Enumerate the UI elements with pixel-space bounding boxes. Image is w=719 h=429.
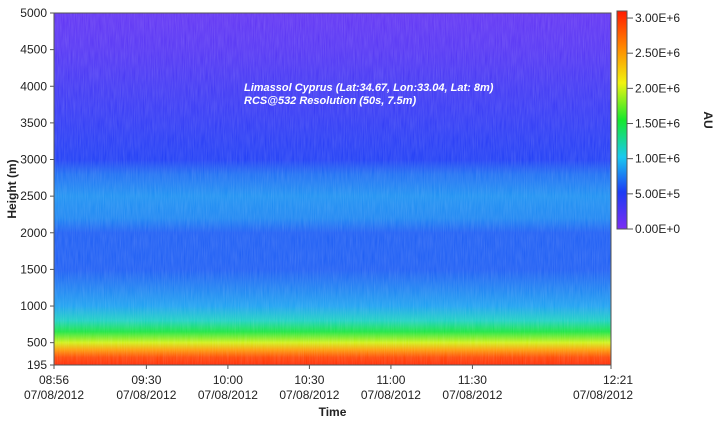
x-tick-time: 10:00	[213, 373, 243, 387]
y-tick-label: 4500	[20, 43, 47, 57]
x-tick-date: 07/08/2012	[573, 388, 633, 402]
x-tick-date: 07/08/2012	[442, 388, 502, 402]
annotation-location: Limassol Cyprus (Lat:34.67, Lon:33.04, L…	[244, 82, 494, 94]
x-tick-time: 10:30	[294, 373, 324, 387]
colorbar-tick-label: 5.00E+5	[635, 187, 680, 201]
colorbar: 3.00E+6 2.50E+6 2.00E+6 1.50E+6 1.00E+6 5.00E…	[616, 10, 715, 236]
annotation-group: Limassol Cyprus (Lat:34.67, Lon:33.04, L…	[244, 82, 494, 107]
y-tick-label: 2500	[20, 189, 47, 203]
colorbar-tick-label: 1.00E+6	[635, 152, 680, 166]
colorbar-tick-label: 3.00E+6	[635, 11, 680, 25]
y-tick-label: 3500	[20, 116, 47, 130]
y-tick-label: 5000	[20, 6, 47, 20]
x-tick-date: 07/08/2012	[279, 388, 339, 402]
heatmap-texture	[54, 13, 611, 365]
x-tick-time: 11:00	[376, 373, 405, 387]
y-tick-label: 1500	[20, 262, 47, 276]
x-tick-date: 07/08/2012	[361, 388, 421, 402]
x-tick-time: 11:30	[458, 373, 487, 387]
x-axis-title: Time	[319, 405, 347, 419]
colorbar-tick-label: 2.00E+6	[635, 81, 680, 95]
plot-area	[53, 12, 612, 366]
x-tick-date: 07/08/2012	[116, 388, 176, 402]
colorbar-tick-label: 1.50E+6	[635, 117, 680, 131]
x-axis: 08:5607/08/201209:3007/08/201210:0007/08…	[24, 365, 633, 402]
colorbar-title: AU	[701, 111, 715, 128]
y-tick-label: 2000	[20, 226, 47, 240]
x-tick-time: 12:21	[603, 373, 633, 387]
plot-frame	[53, 12, 612, 366]
x-tick-date: 07/08/2012	[198, 388, 258, 402]
colorbar-ticks: 3.00E+6 2.50E+6 2.00E+6 1.50E+6 1.00E+6 5.00E…	[627, 11, 680, 236]
colorbar-gradient	[616, 10, 628, 230]
y-tick-label: 195	[27, 358, 47, 372]
annotation-resolution: RCS@532 Resolution (50s, 7.5m)	[244, 95, 416, 107]
y-axis: 195 500 1000 1500 2000 2500 3000 3500 4000 4500 50…	[20, 6, 54, 372]
x-tick-time: 08:56	[39, 373, 69, 387]
y-tick-label: 1000	[20, 299, 47, 313]
x-tick-time: 09:30	[131, 373, 161, 387]
y-tick-label: 3000	[20, 153, 47, 167]
x-tick-date: 07/08/2012	[24, 388, 84, 402]
y-tick-label: 500	[27, 336, 47, 350]
colorbar-tick-label: 0.00E+0	[635, 222, 680, 236]
y-axis-title: Height (m)	[5, 159, 19, 218]
colorbar-tick-label: 2.50E+6	[635, 46, 680, 60]
y-tick-label: 4000	[20, 79, 47, 93]
